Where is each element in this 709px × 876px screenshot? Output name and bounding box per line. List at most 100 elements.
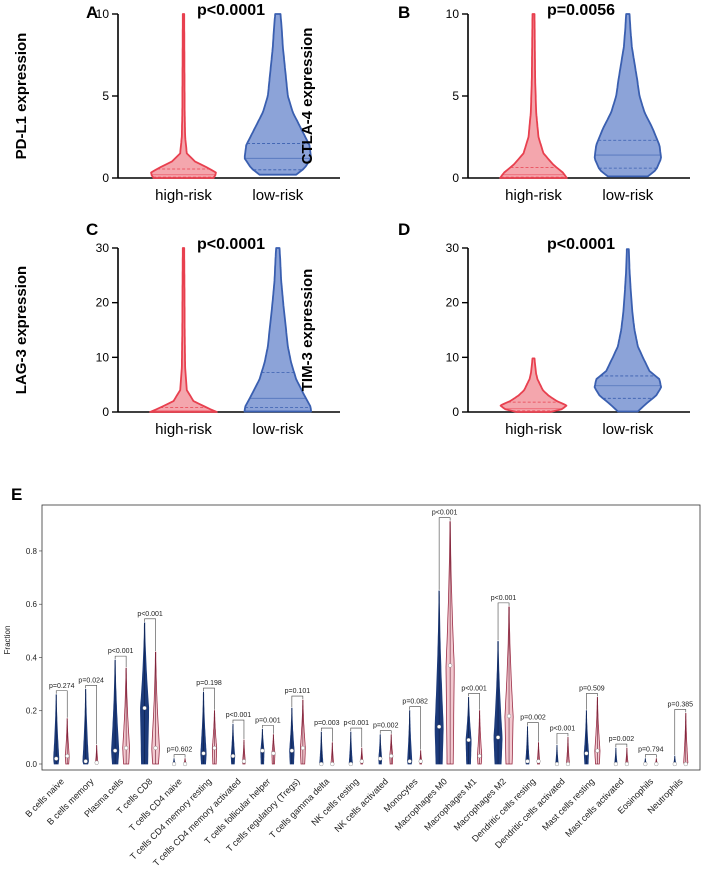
violin-high-risk (499, 13, 568, 179)
violin-low-risk (593, 13, 662, 178)
x-category-label: low-risk (252, 187, 303, 204)
violin-high-risk (150, 13, 217, 179)
median-dot (212, 745, 217, 751)
significance-bracket (556, 733, 569, 745)
p-value-label: p=0.509 (579, 685, 605, 692)
p-value-label: p=0.602 (167, 747, 193, 754)
y-tick-label: 0 (452, 171, 459, 185)
y-axis-label: TIM-3 expression (299, 269, 316, 392)
significance-bracket (321, 727, 333, 742)
p-value-label: p<0.001 (226, 712, 252, 719)
p-value-label: p<0.001 (344, 720, 370, 727)
significance-bracket (674, 709, 687, 756)
cell-type-group: p<0.001 Macrophages M0 (393, 510, 458, 833)
x-category-label: Macrophages M2 (452, 776, 508, 832)
median-dot (554, 761, 560, 767)
median-dot (407, 759, 412, 764)
x-category-label: NK cells activated (332, 776, 390, 834)
median-dot (584, 751, 589, 756)
median-dot (624, 761, 629, 767)
p-value-title: p=0.0056 (547, 2, 615, 19)
significance-bracket (232, 719, 245, 740)
p-value-label: p=0.002 (373, 723, 399, 730)
x-category-label: high-risk (505, 421, 562, 438)
y-tick-label: 0.4 (26, 653, 38, 662)
p-value-label: p=0.001 (255, 717, 281, 724)
median-dot (182, 761, 188, 767)
median-dot (643, 761, 648, 767)
p-value-label: p=0.101 (285, 688, 311, 695)
p-value-label: p=0.003 (314, 720, 340, 727)
p-value-label: p=0.385 (668, 701, 694, 708)
p-value-label: p<0.001 (137, 611, 163, 618)
y-axis-label: LAG-3 expression (13, 266, 30, 394)
y-tick-label: 0.2 (26, 707, 38, 716)
panel-letter: A (86, 3, 98, 22)
x-category-label: low-risk (602, 187, 653, 204)
violin-low-risk (243, 13, 312, 176)
p-value-label: p=0.274 (49, 683, 75, 690)
y-tick-label: 30 (96, 241, 110, 255)
median-dot (359, 759, 364, 764)
median-dot (153, 745, 158, 751)
median-dot (595, 748, 600, 753)
panel-letter: C (86, 220, 98, 239)
y-tick-label: 10 (446, 7, 460, 21)
significance-bracket (497, 602, 510, 641)
significance-bracket (586, 693, 598, 710)
y-tick-label: 10 (446, 350, 460, 364)
y-tick-label: 5 (452, 89, 459, 103)
median-dot (495, 735, 501, 740)
median-dot (437, 724, 442, 729)
violin-high-risk (499, 357, 568, 413)
median-dot (506, 714, 512, 719)
panel-letter: E (11, 485, 22, 504)
x-category-label: Macrophages M1 (422, 776, 478, 832)
y-tick-label: 0.0 (26, 760, 38, 769)
x-category-label: Macrophages M0 (393, 776, 449, 832)
median-dot (654, 761, 659, 767)
median-dot (124, 745, 129, 751)
y-tick-label: 20 (446, 296, 460, 310)
p-value-label: p<0.001 (461, 685, 487, 692)
median-dot (65, 753, 70, 759)
median-dot (672, 761, 677, 767)
median-dot (683, 761, 688, 767)
x-category-label: high-risk (505, 187, 562, 204)
significance-bracket (114, 655, 127, 668)
median-dot (300, 745, 305, 751)
median-dot (171, 761, 177, 767)
panel-letter: B (398, 3, 410, 22)
median-dot (230, 753, 236, 759)
median-dot (348, 761, 353, 767)
y-axis-label: CTLA-4 expression (299, 28, 316, 165)
x-category-label: high-risk (155, 187, 212, 204)
violin-low-risk (593, 248, 662, 413)
median-dot (418, 759, 423, 764)
x-category-label: T cells CD4 naive (127, 776, 184, 833)
y-tick-label: 0 (452, 405, 459, 419)
median-dot (378, 756, 383, 761)
y-axis-label: PD-L1 expression (13, 33, 30, 160)
y-tick-label: 10 (96, 350, 110, 364)
panel-D: Dp<0.0001 TIM-3 expression 0 10 20 30 high-ris… (299, 220, 690, 438)
median-dot (448, 663, 453, 668)
p-value-label: p=0.024 (78, 677, 104, 684)
y-tick-label: 0 (102, 405, 109, 419)
p-value-label: p=0.082 (402, 699, 428, 706)
median-dot (94, 760, 99, 765)
x-category-label: low-risk (252, 421, 303, 438)
y-tick-label: 0.6 (26, 600, 38, 609)
p-value-label: p=0.198 (196, 680, 222, 687)
panel-letter: D (398, 220, 410, 239)
significance-bracket (85, 685, 97, 745)
significance-bracket (291, 695, 304, 708)
significance-bracket (645, 754, 657, 758)
x-category-label: high-risk (155, 421, 212, 438)
median-dot (271, 751, 276, 756)
p-value-title: p<0.0001 (547, 236, 615, 253)
